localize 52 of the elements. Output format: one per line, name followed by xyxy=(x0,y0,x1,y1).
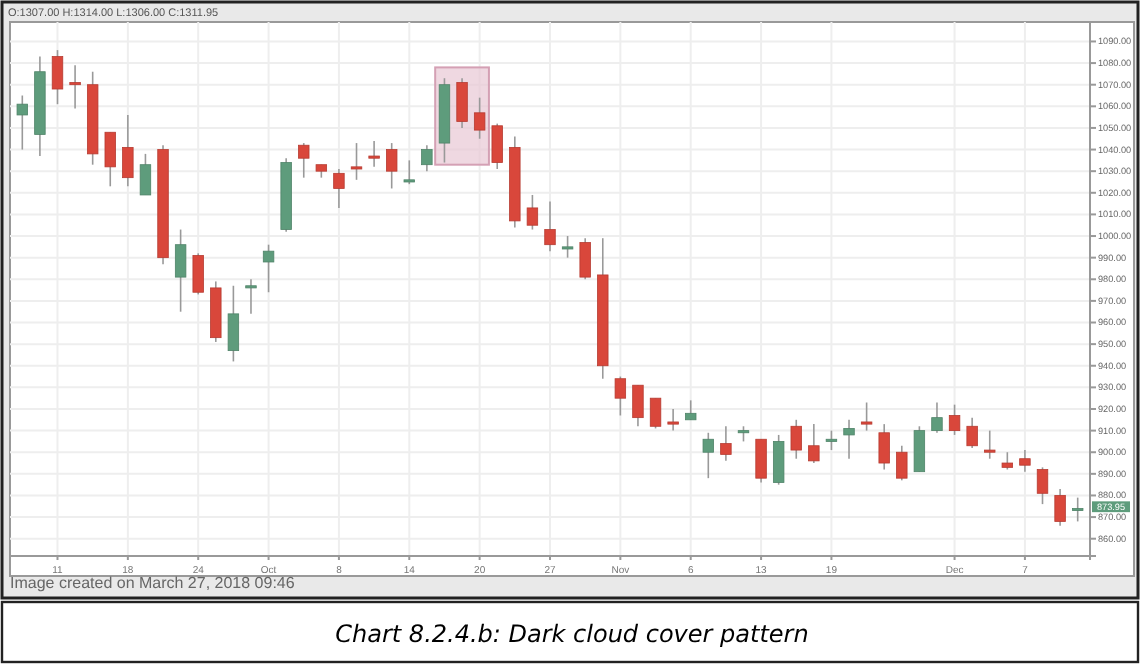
candlestick xyxy=(649,397,662,430)
candlestick xyxy=(386,142,398,190)
candlestick xyxy=(16,94,28,151)
candlestick xyxy=(720,425,732,462)
candlestick xyxy=(755,438,767,484)
candlestick xyxy=(1054,488,1066,527)
candlestick xyxy=(860,401,873,432)
candlestick xyxy=(685,399,697,421)
candlestick xyxy=(122,114,134,188)
candlestick xyxy=(333,168,345,209)
candlestick xyxy=(948,403,961,436)
candlestick xyxy=(262,243,275,294)
candlestick xyxy=(966,416,978,449)
candlestick xyxy=(931,401,943,434)
candlestick xyxy=(790,419,802,460)
candlestick xyxy=(491,122,503,170)
candlestick xyxy=(139,153,152,196)
candlestick xyxy=(526,194,539,231)
candlestick xyxy=(579,237,591,281)
candlestick xyxy=(69,64,81,110)
candlestick xyxy=(878,423,890,471)
candlestick xyxy=(298,142,310,179)
candlestick xyxy=(1019,449,1031,473)
candlestick xyxy=(808,423,820,464)
candlestick xyxy=(473,96,486,140)
candlestick xyxy=(544,200,556,252)
candlestick xyxy=(913,425,926,473)
candlestick xyxy=(51,49,64,105)
candlestick xyxy=(702,431,714,479)
candlestick xyxy=(192,252,204,296)
candlestick xyxy=(632,384,644,428)
candlestick xyxy=(174,228,187,313)
caption: Chart 8.2.4.b: Dark cloud cover pattern xyxy=(335,620,809,648)
candlestick xyxy=(421,144,433,172)
candlestick xyxy=(350,142,363,181)
candlestick xyxy=(984,429,996,460)
candlestick xyxy=(772,434,785,486)
candlestick xyxy=(403,159,415,185)
candlestick xyxy=(561,235,574,259)
candlestick xyxy=(1072,496,1084,523)
candlestick xyxy=(1036,466,1049,505)
candlestick xyxy=(368,140,380,168)
candlestick xyxy=(456,77,468,129)
text: Image created on March 27, 2018 09:46 xyxy=(10,574,296,592)
candlestick xyxy=(104,131,116,188)
candlestick xyxy=(614,375,627,417)
candlestick xyxy=(245,278,257,315)
candlestick xyxy=(667,408,679,432)
candlestick xyxy=(825,429,838,451)
candlestick xyxy=(227,284,240,363)
candlestick xyxy=(843,419,855,460)
candlestick xyxy=(896,444,908,482)
